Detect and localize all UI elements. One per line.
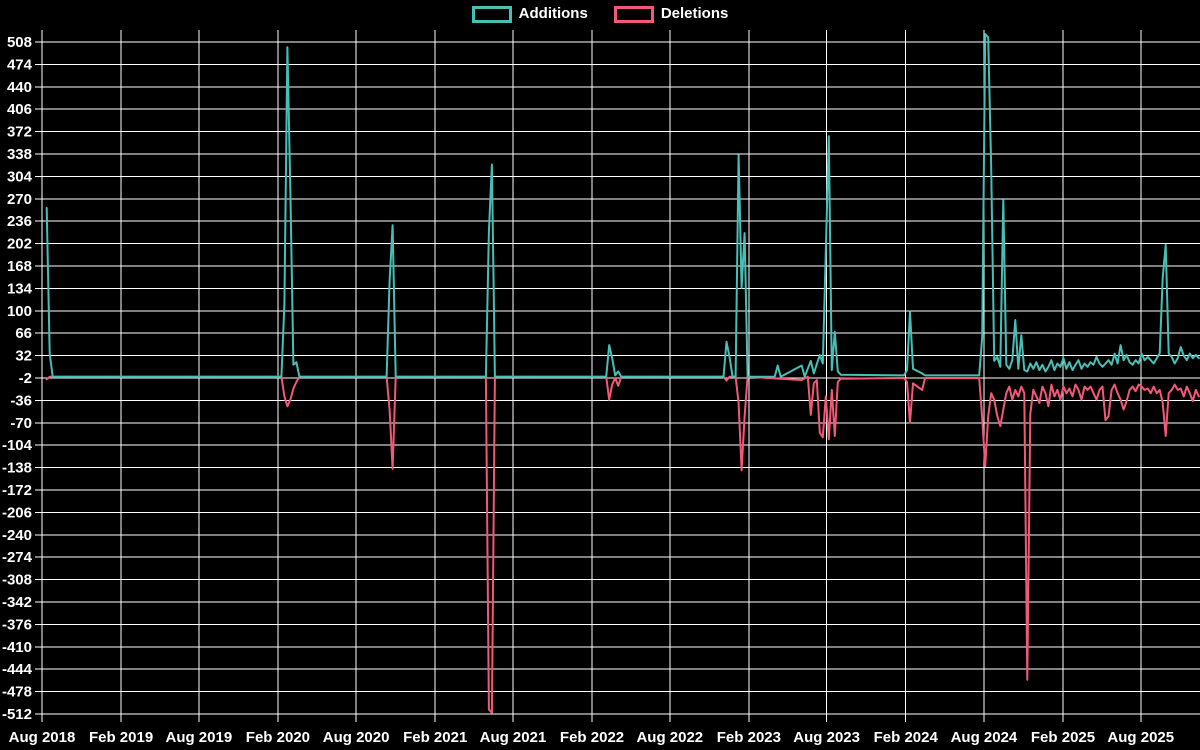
y-tick-label: -274 — [2, 549, 33, 566]
x-tick-label: Aug 2021 — [480, 729, 547, 746]
x-tick-label: Aug 2025 — [1107, 729, 1174, 746]
y-tick-label: 406 — [7, 101, 32, 118]
y-tick-label: 134 — [7, 280, 33, 297]
x-tick-label: Feb 2023 — [717, 729, 781, 746]
y-tick-label: 100 — [7, 303, 32, 320]
x-tick-label: Feb 2021 — [403, 729, 467, 746]
y-tick-label: 236 — [7, 213, 32, 230]
deletions-swatch-icon — [613, 5, 654, 23]
y-tick-label: 202 — [7, 236, 32, 253]
y-tick-label: 508 — [7, 34, 32, 51]
x-tick-label: Aug 2022 — [636, 729, 703, 746]
y-tick-label: -342 — [2, 594, 32, 611]
y-tick-label: 372 — [7, 124, 32, 141]
y-tick-label: -2 — [19, 370, 32, 387]
y-tick-label: -240 — [2, 527, 32, 544]
x-tick-label: Aug 2019 — [165, 729, 232, 746]
y-tick-label: -308 — [2, 572, 32, 589]
x-tick-label: Aug 2018 — [9, 729, 76, 746]
x-tick-label: Aug 2024 — [951, 729, 1018, 746]
series-line-additions — [45, 33, 1200, 378]
legend-item-additions[interactable]: Additions — [471, 5, 588, 23]
legend-item-deletions[interactable]: Deletions — [613, 5, 729, 23]
y-tick-label: -138 — [2, 460, 32, 477]
series-line-deletions — [45, 375, 1200, 714]
x-tick-label: Feb 2020 — [246, 729, 310, 746]
y-tick-label: 338 — [7, 146, 32, 163]
y-tick-label: 270 — [7, 191, 32, 208]
x-tick-label: Feb 2024 — [874, 729, 939, 746]
x-tick-label: Aug 2020 — [323, 729, 390, 746]
y-tick-label: -444 — [2, 661, 33, 678]
additions-swatch-icon — [471, 5, 512, 23]
y-tick-label: -478 — [2, 684, 32, 701]
y-tick-label: -70 — [10, 415, 32, 432]
y-tick-label: 66 — [15, 325, 32, 342]
x-tick-label: Aug 2023 — [793, 729, 860, 746]
y-tick-label: -206 — [2, 504, 32, 521]
y-tick-label: 168 — [7, 258, 32, 275]
legend-label-additions: Additions — [518, 5, 588, 22]
legend-label-deletions: Deletions — [660, 5, 729, 22]
y-tick-label: -104 — [2, 437, 33, 454]
y-tick-label: 32 — [15, 348, 32, 365]
y-tick-label: 304 — [7, 168, 33, 185]
y-tick-label: -410 — [2, 639, 32, 656]
x-tick-label: Feb 2025 — [1031, 729, 1095, 746]
chart-legend: Additions Deletions — [0, 5, 1200, 23]
y-tick-label: 440 — [7, 79, 32, 96]
y-tick-label: 474 — [7, 56, 33, 73]
y-tick-label: -36 — [10, 392, 32, 409]
x-tick-label: Feb 2019 — [89, 729, 153, 746]
x-tick-label: Feb 2022 — [560, 729, 624, 746]
y-tick-label: -172 — [2, 482, 32, 499]
y-tick-label: -376 — [2, 616, 32, 633]
y-tick-label: -512 — [2, 706, 32, 723]
